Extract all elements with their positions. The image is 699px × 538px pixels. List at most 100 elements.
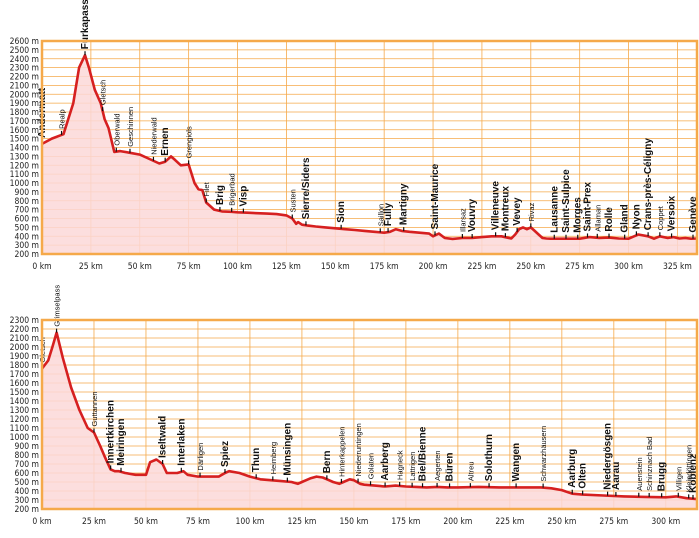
place-label: Sion — [336, 201, 347, 223]
y-tick-label: 2300 m — [10, 64, 39, 74]
y-tick-label: 1300 m — [10, 406, 39, 416]
place-label: Gletsch — [99, 80, 108, 105]
place-label: Hagneck — [396, 450, 405, 480]
place-label: Grimselpass — [53, 285, 62, 327]
x-tick-label: 225 km — [495, 517, 524, 527]
place-label: Villeneuve — [491, 181, 502, 231]
y-tick-label: 2000 m — [10, 90, 39, 100]
y-tick-label: 2200 m — [10, 73, 39, 83]
place-label: Filet — [202, 181, 211, 196]
place-label: Versoix — [667, 195, 678, 231]
x-tick-label: 100 km — [235, 517, 264, 527]
place-label: Niederwald — [149, 117, 158, 155]
place-label: Schinznach Bad — [645, 437, 654, 491]
place-label: Aarburg — [567, 449, 578, 488]
y-tick-label: 300 m — [15, 496, 39, 506]
place-label: Lausanne — [549, 186, 560, 233]
x-tick-label: 175 km — [370, 262, 399, 272]
place-label: Ernen — [160, 127, 171, 155]
y-tick-label: 1100 m — [10, 424, 39, 434]
place-label: Münsingen — [282, 423, 293, 476]
x-tick-label: 325 km — [663, 262, 692, 272]
place-label: Rolle — [604, 207, 615, 232]
x-tick-label: 125 km — [287, 517, 316, 527]
y-tick-label: 1800 m — [10, 108, 39, 118]
place-label: Vevey — [512, 197, 523, 226]
place-label: Spiez — [220, 441, 231, 467]
place-label: Aarau — [611, 462, 622, 490]
place-label: Brugg — [657, 462, 668, 491]
place-label: Rivaz — [527, 202, 536, 221]
place-label: Crans-près-Céligny — [643, 138, 654, 231]
place-label: Nyon — [631, 204, 642, 229]
y-tick-label: 800 m — [15, 197, 39, 207]
y-tick-label: 500 m — [15, 478, 39, 488]
x-tick-label: 25 km — [82, 517, 106, 527]
y-tick-label: 2300 m — [10, 316, 39, 326]
y-tick-label: 400 m — [15, 232, 39, 242]
x-tick-label: 275 km — [599, 517, 628, 527]
plot-frame — [40, 318, 699, 511]
place-label: Allaman — [593, 205, 602, 232]
y-tick-label: 600 m — [15, 215, 39, 225]
place-label: Büren — [445, 452, 456, 481]
y-tick-label: 1100 m — [10, 170, 39, 180]
y-tick-label: 1600 m — [10, 126, 39, 136]
place-label: Coppet — [656, 205, 665, 230]
place-label: Niedergösgen — [603, 423, 614, 490]
x-tick-label: 250 km — [547, 517, 576, 527]
place-label: Fully — [383, 202, 394, 226]
place-label: Innertkirchen — [106, 400, 117, 463]
x-tick-label: 75 km — [186, 517, 210, 527]
elevation-line — [40, 331, 698, 501]
place-label: Biel/Bienne — [418, 426, 429, 481]
place-label: Saillon — [376, 204, 385, 227]
y-tick-label: 1000 m — [10, 433, 39, 443]
y-tick-label: 1400 m — [10, 397, 39, 407]
place-label: Meiringen — [116, 419, 127, 466]
place-label: Sierre/Siders — [301, 157, 312, 219]
place-label: Montreux — [500, 186, 511, 231]
place-label: Solothurn — [484, 434, 495, 481]
place-label: Visp — [238, 186, 249, 207]
y-tick-label: 200 m — [15, 250, 39, 260]
y-tick-label: 1500 m — [10, 388, 39, 398]
place-label: Iseltwald — [158, 416, 169, 458]
x-tick-label: 100 km — [223, 262, 252, 272]
x-tick-label: 300 km — [614, 262, 643, 272]
place-label: Kleindöttingen — [685, 445, 694, 493]
y-tick-label: 2100 m — [10, 334, 39, 344]
place-label: Brig — [215, 185, 226, 205]
y-tick-label: 1800 m — [10, 361, 39, 371]
y-tick-label: 800 m — [15, 451, 39, 461]
place-label: Bern — [322, 451, 333, 474]
place-label: Därligen — [196, 443, 205, 471]
place-label: Vouvry — [467, 198, 478, 232]
elevation-area — [42, 332, 697, 509]
x-tick-label: 0 km — [32, 262, 51, 272]
place-label: Heimberg — [269, 442, 278, 475]
place-label: Aarberg — [380, 442, 391, 480]
y-tick-label: 2600 m — [10, 37, 39, 47]
y-tick-label: 900 m — [15, 442, 39, 452]
place-label: Thun — [251, 448, 262, 472]
y-tick-label: 1300 m — [10, 152, 39, 162]
place-label: Hinterkappelen — [337, 426, 346, 476]
place-label: Koblenz — [688, 454, 699, 493]
x-tick-label: 300 km — [651, 517, 680, 527]
y-tick-label: 1200 m — [10, 415, 39, 425]
y-tick-label: 700 m — [15, 460, 39, 470]
x-tick-label: 175 km — [391, 517, 420, 527]
y-tick-label: 1000 m — [10, 179, 39, 189]
y-tick-label: 1700 m — [10, 117, 39, 127]
place-label: Brigerbad — [228, 173, 237, 206]
place-label: Lattrigen — [408, 452, 417, 481]
y-tick-label: 1900 m — [10, 99, 39, 109]
elevation-area — [42, 55, 697, 255]
x-tick-label: 150 km — [339, 517, 368, 527]
place-label: Olten — [578, 463, 589, 489]
y-tick-label: 1600 m — [10, 379, 39, 389]
